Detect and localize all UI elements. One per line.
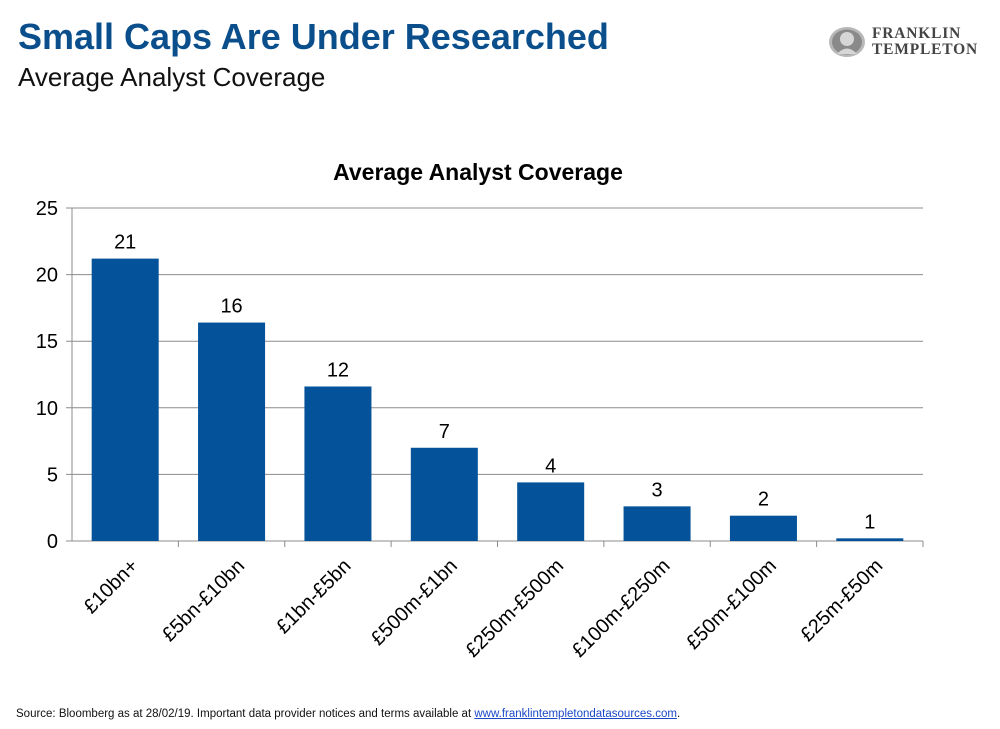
chart-title: Average Analyst Coverage [333,159,623,185]
data-sources-link[interactable]: www.franklintempletondatasources.com [474,708,677,720]
y-axis-ticks: 0 5 10 15 20 25 [36,198,58,553]
bar [304,386,372,541]
y-tick-label: 0 [47,531,58,553]
source-note: Source: Bloomberg as at 28/02/19. Import… [16,708,680,720]
data-label: 12 [327,359,349,381]
y-tick-label: 25 [36,198,58,220]
data-label: 4 [545,455,556,477]
source-text: Source: Bloomberg as at 28/02/19. Import… [16,708,475,720]
source-end: . [676,708,681,720]
x-tick-label: £10bn+ [80,555,143,618]
bar [836,538,904,541]
x-axis-ticks: £10bn+ £5bn-£10bn £1bn-£5bn £500m-£1bn £250m… [80,541,924,662]
bar [198,322,266,541]
x-tick-label: £500m-£1bn [367,555,462,650]
x-tick-label: £25m-£50m [796,555,887,646]
data-label: 2 [758,489,769,511]
logo-line-1: FRANKLIN [872,25,962,42]
y-tick-label: 5 [47,464,58,486]
bar [91,258,159,541]
franklin-medallion-icon [829,27,865,57]
gridlines [66,207,923,542]
x-tick-label: £50m-£100m [682,555,781,654]
bar [517,482,585,541]
bars [91,258,904,541]
bar [729,515,797,541]
data-label: 1 [864,511,875,533]
logo-wordmark: FRANKLIN TEMPLETON [872,26,978,58]
data-label: 21 [114,232,136,254]
x-tick-label: £100m-£250m [568,555,675,662]
y-tick-label: 15 [36,331,58,353]
data-label: 16 [220,296,242,318]
page-title: Small Caps Are Under Researched [18,16,609,57]
data-label: 3 [652,479,663,501]
y-tick-label: 20 [36,265,58,287]
bar [410,447,478,541]
page-subtitle: Average Analyst Coverage [18,62,326,92]
bar [623,506,691,541]
franklin-templeton-logo: FRANKLIN TEMPLETON [828,26,988,62]
x-tick-label: £250m-£500m [461,555,568,662]
x-tick-label: £5bn-£10bn [158,555,249,646]
x-tick-label: £1bn-£5bn [272,555,355,638]
y-tick-label: 10 [36,398,58,420]
logo-line-2: TEMPLETON [872,41,978,58]
data-label: 7 [439,421,450,443]
